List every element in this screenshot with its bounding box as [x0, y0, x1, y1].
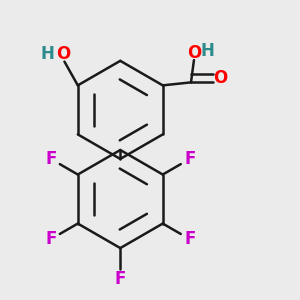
Text: F: F — [184, 230, 196, 248]
Text: O: O — [214, 69, 228, 87]
Text: H: H — [40, 45, 54, 63]
Text: O: O — [188, 44, 202, 62]
Text: F: F — [45, 150, 56, 168]
Text: F: F — [115, 270, 126, 288]
Text: O: O — [56, 45, 70, 63]
Text: F: F — [45, 230, 56, 248]
Text: H: H — [200, 42, 214, 60]
Text: F: F — [184, 150, 196, 168]
